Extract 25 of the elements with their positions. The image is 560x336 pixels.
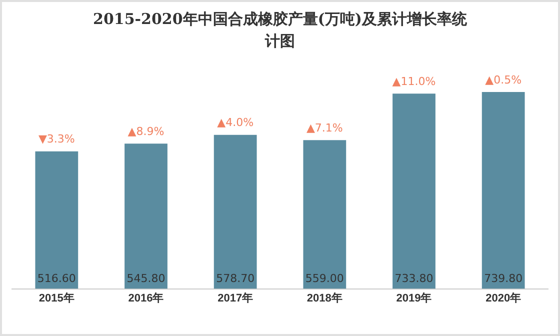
data-label: 733.80 <box>394 272 434 286</box>
data-label: 559.00 <box>305 272 344 286</box>
data-label: 516.60 <box>37 272 76 286</box>
annotation: ▲11.0% <box>392 74 436 88</box>
annotation: ▲4.0% <box>217 116 254 130</box>
x-tick-label: 2016年 <box>128 291 164 304</box>
bar <box>482 92 525 289</box>
bar <box>214 134 257 289</box>
bar <box>303 140 346 289</box>
annotation: ▲8.9% <box>128 124 164 138</box>
x-tick-label: 2017年 <box>218 291 254 304</box>
bar <box>35 151 78 289</box>
bar <box>124 144 168 289</box>
x-tick-label: 2018年 <box>306 291 342 304</box>
annotation: ▼3.3% <box>38 132 75 146</box>
data-label: 739.80 <box>484 272 523 286</box>
data-label: 545.80 <box>126 272 166 286</box>
bar <box>392 94 436 289</box>
annotation: ▲7.1% <box>306 121 343 134</box>
annotation: ▲0.5% <box>485 73 522 86</box>
data-label: 578.70 <box>216 272 255 286</box>
chart-title: 2015-2020年中国合成橡胶产量(万吨)及累计增长率统计图 <box>92 9 468 52</box>
x-tick-label: 2019年 <box>396 291 432 304</box>
x-tick-label: 2020年 <box>486 291 522 304</box>
x-tick-label: 2015年 <box>38 291 74 304</box>
